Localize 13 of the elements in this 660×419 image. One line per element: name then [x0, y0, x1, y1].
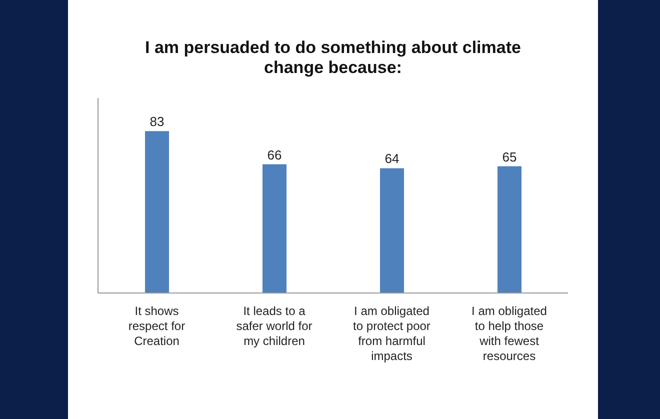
bar [498, 166, 522, 293]
x-tick-label: I am obligated to help those with fewest resources [472, 304, 547, 363]
bar [262, 164, 286, 293]
data-label: 65 [502, 149, 517, 164]
chart-title: I am persuaded to do something about climate change because: [144, 38, 522, 78]
data-label: 66 [267, 147, 282, 162]
x-tick-label: It leads to a safer world for my children [236, 304, 312, 348]
bar [145, 131, 169, 293]
data-label: 83 [150, 114, 164, 130]
x-tick-label: I am obligated to protect poor from harmful impacts [353, 304, 430, 363]
data-label: 64 [384, 151, 400, 166]
bar [380, 168, 404, 293]
x-tick-label: It shows respect for Creation [128, 304, 186, 348]
